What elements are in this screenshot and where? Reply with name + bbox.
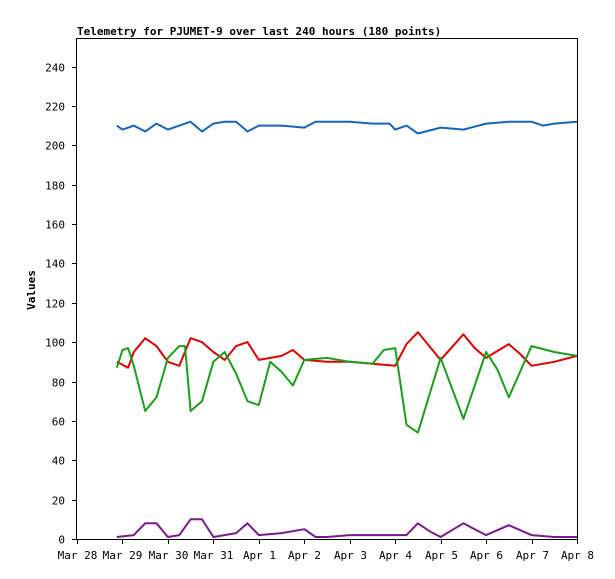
series-line-4 — [116, 518, 577, 538]
chart-title: Telemetry for PJUMET-9 over last 240 hou… — [77, 25, 441, 38]
series-line-3 — [115, 345, 578, 434]
y-tick-label: 80 — [52, 377, 65, 390]
y-tick-label: 20 — [52, 495, 65, 508]
x-tick-label: Apr 7 — [516, 549, 549, 562]
y-axis: 0 20 40 60 80 100 120 140 160 180 200 220 240 — [45, 62, 77, 547]
y-tick-label: 40 — [52, 455, 65, 468]
series-line-1 — [116, 120, 578, 135]
x-tick-label: Apr 1 — [243, 549, 276, 562]
x-axis: Mar 28 Mar 29 Mar 30 Mar 31 Apr 1 Apr 2 Apr 3 A… — [58, 539, 594, 562]
x-tick-label: Apr 5 — [425, 549, 458, 562]
y-tick-label: 0 — [58, 534, 65, 547]
y-tick-label: 200 — [45, 140, 65, 153]
x-tick-label: Mar 28 — [58, 549, 98, 562]
y-axis-label: Values — [25, 270, 38, 310]
x-tick-label: Apr 4 — [379, 549, 412, 562]
x-tick-label: Mar 29 — [103, 549, 143, 562]
x-tick-label: Apr 3 — [334, 549, 367, 562]
x-tick-label: Apr 2 — [288, 549, 321, 562]
y-tick-label: 240 — [45, 62, 65, 75]
series-group — [115, 120, 578, 538]
x-tick-label: Apr 6 — [470, 549, 503, 562]
x-tick-label: Mar 31 — [194, 549, 234, 562]
y-tick-label: 220 — [45, 101, 65, 114]
y-tick-label: 100 — [45, 337, 65, 350]
y-tick-label: 180 — [45, 180, 65, 193]
plot-frame — [76, 38, 578, 540]
y-tick-label: 160 — [45, 219, 65, 232]
y-tick-label: 120 — [45, 298, 65, 311]
x-tick-label: Apr 8 — [561, 549, 594, 562]
y-tick-label: 60 — [52, 416, 65, 429]
x-tick-label: Mar 30 — [149, 549, 189, 562]
y-tick-label: 140 — [45, 258, 65, 271]
